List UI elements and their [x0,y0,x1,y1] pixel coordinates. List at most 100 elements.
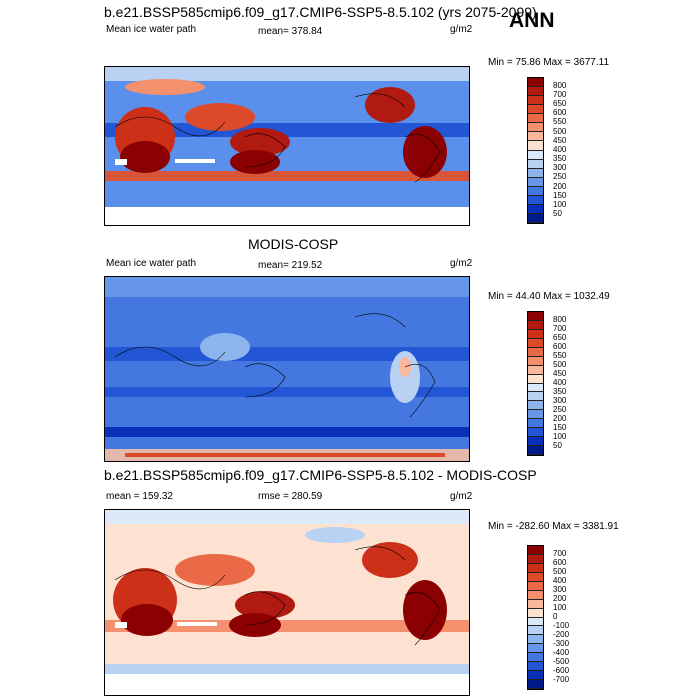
panel2-colorbar-swatch [528,338,543,348]
panel2-colorbar-label: 300 [553,396,567,405]
panel3-colorbar-swatch [528,644,543,654]
panel2-mean-label: mean= 219.52 [258,260,323,271]
panel3-colorbar-swatch [528,563,543,573]
panel3-minmax-label: Min = -282.60 Max = 3381.91 [488,521,619,532]
panel3-colorbar-swatch [528,626,543,636]
panel1-colorbar-swatch [528,105,543,115]
panel1-colorbar-swatch [528,177,543,187]
panel2-colorbar-swatch [528,383,543,393]
panel3-colorbar-label: 700 [553,549,567,558]
panel1-colorbar-swatch [528,87,543,97]
panel3-colorbar-swatch [528,635,543,645]
panel3-rmse-label: rmse = 280.59 [258,491,323,502]
panel2-colorbar-label: 150 [553,423,567,432]
panel1-colorbar-swatch [528,123,543,133]
panel3-colorbar-swatch [528,662,543,672]
panel2-colorbar-swatch [528,437,543,447]
panel1-colorbar-label: 300 [553,163,567,172]
panel1-colorbar-swatch [528,96,543,106]
panel3-colorbar-swatch [528,608,543,618]
panel3-colorbar-label: 300 [553,585,567,594]
panel3-colorbar-labels: 700 600 500 400 300 200 100 0 -100 -200 … [553,545,593,690]
panel3-title: b.e21.BSSP585cmip6.f09_g17.CMIP6-SSP5-8.… [104,467,537,483]
panel2-colorbar-swatch [528,428,543,438]
panel1-map-graphic [105,67,469,225]
panel3-colorbar-swatch [528,671,543,681]
panel2-colorbar-label: 650 [553,333,567,342]
panel1-minmax-label: Min = 75.86 Max = 3677.11 [488,57,610,68]
panel1-colorbar-swatch [528,159,543,169]
panel3-colorbar-label: -500 [553,657,570,666]
panel3-colorbar-swatch [528,590,543,600]
panel3-colorbar-label: -600 [553,666,570,675]
panel2-colorbar-labels: 800 700 650 600 550 500 450 400 350 300 … [553,311,593,456]
panel2-colorbar-label: 400 [553,378,567,387]
panel3-colorbar-label: 600 [553,558,567,567]
panel2-colorbar-label: 800 [553,315,567,324]
panel2-minmax-label: Min = 44.40 Max = 1032.49 [488,291,610,302]
panel3-colorbar-swatch [528,572,543,582]
panel2-colorbar-label: 100 [553,432,567,441]
panel2-colorbar-label: 600 [553,342,567,351]
panel1-title: b.e21.BSSP585cmip6.f09_g17.CMIP6-SSP5-8.… [104,4,537,20]
panel1-colorbar-label: 400 [553,145,567,154]
panel3-colorbar-label: -200 [553,630,570,639]
panel2-map [104,276,470,462]
panel1-colorbar-swatch [528,195,543,205]
panel3-colorbar-label: -700 [553,675,570,684]
panel2-colorbar-label: 450 [553,369,567,378]
panel2-colorbar-swatch [528,392,543,402]
panel1-colorbar-swatch [528,150,543,160]
panel1-colorbar-swatch [528,141,543,151]
panel1-colorbar-swatch [528,213,543,223]
panel1-colorbar-label: 700 [553,90,567,99]
panel3-map-graphic [105,510,469,695]
panel3-map [104,509,470,696]
panel2-colorbar-swatch [528,446,543,455]
panel3-colorbar-label: -100 [553,621,570,630]
panel3-units-label: g/m2 [450,491,473,502]
panel1-colorbar-swatch [528,186,543,196]
panel1-colorbar-label: 250 [553,172,567,181]
panel3-colorbar-swatch [528,581,543,591]
panel1-colorbar-label: 50 [553,209,562,218]
panel2-units-label: g/m2 [450,258,473,269]
panel2-variable-label: Mean ice water path [106,258,197,269]
panel2-colorbar-label: 250 [553,405,567,414]
panel1-colorbar-swatch [528,168,543,178]
panel2-colorbar-label: 550 [553,351,567,360]
panel2-colorbar-swatch [528,410,543,420]
panel1-colorbar-labels: 800 700 650 600 550 500 450 400 350 300 … [553,77,593,224]
panel3-colorbar-swatch [528,680,543,689]
panel2-colorbar-label: 350 [553,387,567,396]
panel2-colorbar-swatch [528,401,543,411]
season-label: ANN [509,9,555,32]
panel2-colorbar-swatch [528,419,543,429]
panel3-colorbar-swatch [528,653,543,663]
panel1-map [104,66,470,226]
panel1-colorbar-swatch [528,114,543,124]
panel2-colorbar-label: 50 [553,441,562,450]
panel1-colorbar-swatch [528,204,543,214]
panel1-colorbar-label: 550 [553,117,567,126]
panel1-colorbar-label: 800 [553,81,567,90]
panel2-colorbar-swatch [528,365,543,375]
panel3-colorbar-swatch [528,599,543,609]
panel1-colorbar-label: 200 [553,182,567,191]
panel3-colorbar-label: 200 [553,594,567,603]
panel3-colorbar-label: -300 [553,639,570,648]
panel2-colorbar-swatch [528,347,543,357]
panel2-map-graphic [105,277,469,461]
panel2-colorbar-swatch [528,320,543,330]
panel1-colorbar-label: 350 [553,154,567,163]
panel3-colorbar [527,545,544,690]
panel3-colorbar-label: 100 [553,603,567,612]
panel3-mean-label: mean = 159.32 [106,491,173,502]
panel3-colorbar-label: 500 [553,567,567,576]
panel3-colorbar-swatch [528,546,543,555]
panel2-colorbar-swatch [528,312,543,321]
panel3-colorbar-label: -400 [553,648,570,657]
panel2-colorbar [527,311,544,456]
panel1-colorbar-swatch [528,132,543,142]
panel1-mean-label: mean= 378.84 [258,26,323,37]
